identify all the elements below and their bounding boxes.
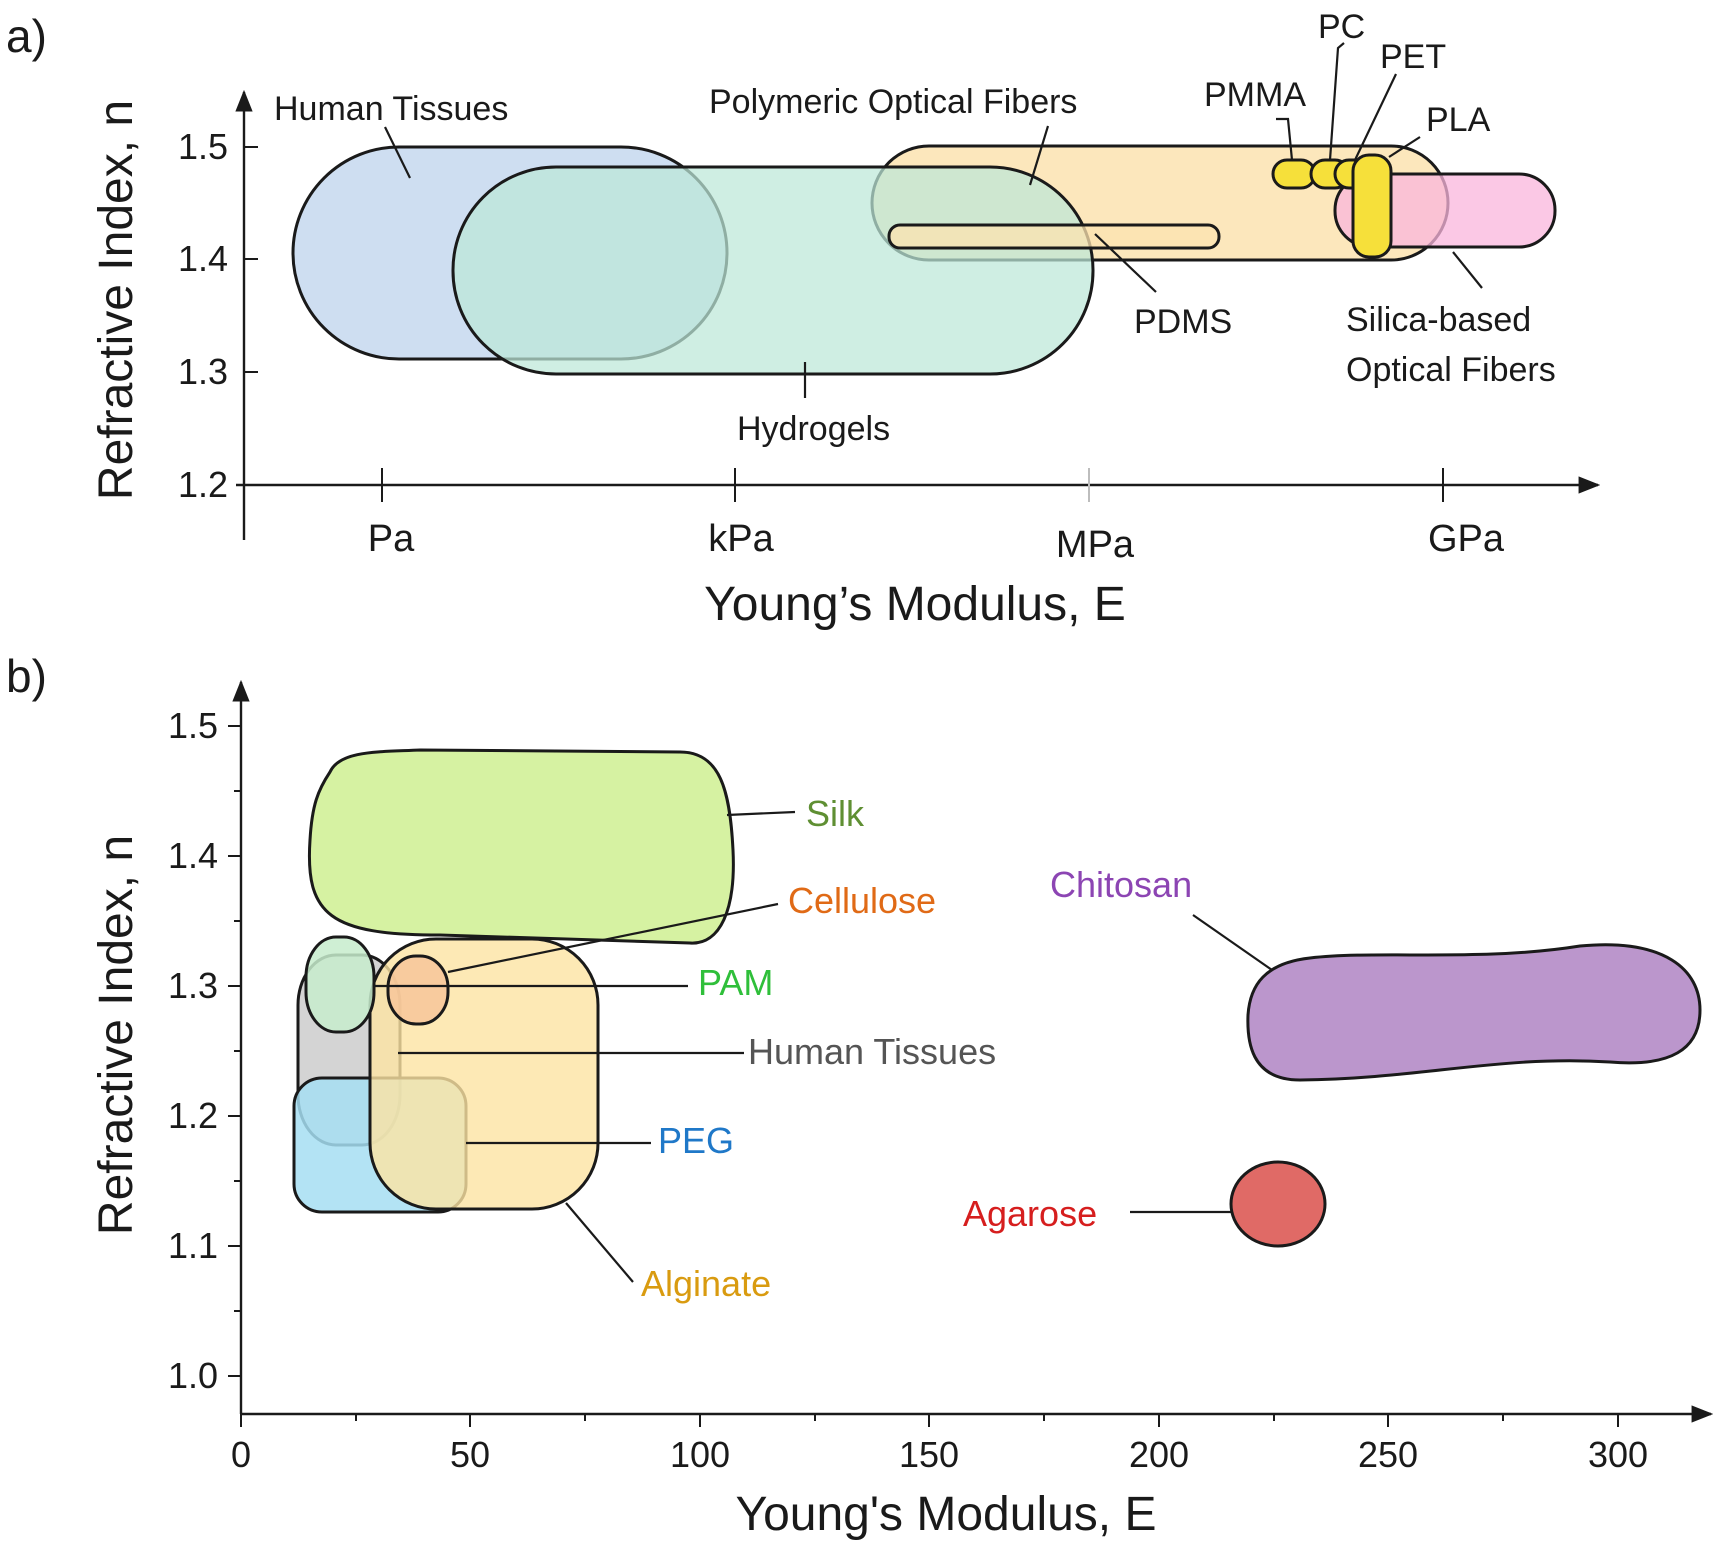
region-chitosan — [1246, 943, 1702, 1082]
label-human-tissues-a: Human Tissues — [274, 90, 508, 128]
panel-a-x-tick-label: GPa — [1428, 518, 1505, 560]
panel-b-label: b) — [6, 650, 47, 702]
panel-a-regions — [291, 144, 1557, 376]
panel-b-y-ticks: 1.5 1.4 1.3 1.2 1.1 1.0 — [168, 705, 241, 1396]
label-optical-fibers: Optical Fibers — [1346, 351, 1556, 389]
panel-a-x-tick-label: MPa — [1056, 524, 1135, 566]
panel-a-labels: Human Tissues Polymeric Optical Fibers H… — [274, 8, 1556, 448]
label-agarose: Agarose — [963, 1193, 1097, 1234]
panel-b-x-tick-label: 250 — [1358, 1434, 1418, 1475]
panel-b-labels: Silk Cellulose PAM Human Tissues PEG Alg… — [641, 793, 1192, 1304]
panel-a-x-tick-label: kPa — [708, 518, 774, 560]
label-human-tissues-b: Human Tissues — [748, 1031, 996, 1072]
label-peg: PEG — [658, 1120, 734, 1161]
panel-a-y-axis-title: Refractive Index, n — [90, 100, 143, 500]
panel-b-y-tick-label: 1.3 — [168, 965, 218, 1006]
panel-b-y-tick-label: 1.0 — [168, 1355, 218, 1396]
label-pmma: PMMA — [1204, 76, 1306, 114]
panel-b-leaders — [374, 810, 1273, 1283]
panel-a-x-axis-title: Young’s Modulus, E — [704, 578, 1126, 631]
panel-a-x-ticks: Pa kPa MPa GPa — [368, 468, 1505, 566]
panel-b-x-axis-title: Young's Modulus, E — [735, 1488, 1156, 1541]
panel-a-y-tick-label: 1.3 — [178, 351, 228, 392]
panel-b: b) 1.5 1.4 — [6, 650, 1714, 1541]
panel-b-y-axis-title: Refractive Index, n — [90, 835, 143, 1235]
region-pdms — [887, 223, 1221, 250]
panel-a: a) 1.5 1.4 1.3 1.2 — [6, 8, 1601, 631]
panel-b-y-tick-label: 1.2 — [168, 1095, 218, 1136]
panel-b-x-tick-label: 0 — [231, 1434, 251, 1475]
label-pam: PAM — [698, 962, 773, 1003]
panel-a-leaders — [384, 42, 1483, 398]
panel-a-y-tick-label: 1.5 — [178, 126, 228, 167]
label-polymeric-optical-fibers: Polymeric Optical Fibers — [709, 83, 1077, 121]
panel-b-x-tick-label: 300 — [1588, 1434, 1648, 1475]
panel-a-y-ticks: 1.5 1.4 1.3 1.2 — [178, 126, 258, 505]
panel-b-x-tick-label: 150 — [899, 1434, 959, 1475]
label-alginate: Alginate — [641, 1263, 771, 1304]
panel-b-x-tick-label: 100 — [670, 1434, 730, 1475]
label-pet: PET — [1380, 38, 1446, 76]
panel-b-y-tick-label: 1.5 — [168, 705, 218, 746]
label-chitosan: Chitosan — [1050, 864, 1192, 905]
label-pc: PC — [1318, 8, 1365, 46]
panel-b-y-tick-label: 1.1 — [168, 1225, 218, 1266]
region-cellulose — [386, 954, 450, 1026]
panel-b-x-ticks: 0 50 100 150 200 250 300 — [231, 1414, 1648, 1475]
panel-a-y-tick-label: 1.4 — [178, 238, 228, 279]
panel-b-y-tick-label: 1.4 — [168, 835, 218, 876]
region-agarose — [1229, 1160, 1327, 1248]
region-silk — [307, 748, 735, 945]
region-pmma — [1271, 158, 1317, 190]
label-silk: Silk — [806, 793, 865, 834]
label-pdms: PDMS — [1134, 303, 1232, 341]
panel-a-x-tick-label: Pa — [368, 518, 415, 560]
panel-b-x-tick-label: 50 — [450, 1434, 490, 1475]
region-pam — [304, 935, 376, 1034]
label-pla: PLA — [1426, 101, 1491, 139]
panel-b-regions — [292, 748, 1702, 1248]
region-pla — [1351, 153, 1393, 259]
panel-a-y-tick-label: 1.2 — [178, 464, 228, 505]
label-silica-based: Silica-based — [1346, 301, 1531, 339]
region-hydrogels — [451, 165, 1095, 376]
label-hydrogels: Hydrogels — [737, 410, 890, 448]
panel-b-x-tick-label: 200 — [1129, 1434, 1189, 1475]
panel-a-label: a) — [6, 10, 47, 62]
label-cellulose: Cellulose — [788, 880, 936, 921]
